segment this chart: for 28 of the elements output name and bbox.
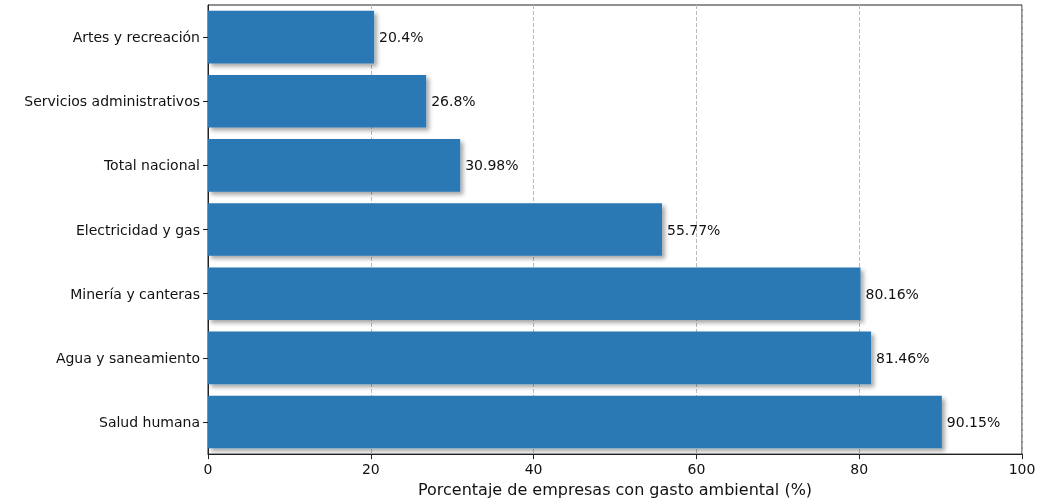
y-tick-label: Electricidad y gas xyxy=(75,221,200,238)
x-tick-label: 60 xyxy=(687,461,706,478)
x-tick-label: 20 xyxy=(361,461,380,478)
x-tick-label: 0 xyxy=(203,461,213,478)
data-label: 81.46% xyxy=(876,349,930,366)
bar xyxy=(208,203,662,256)
y-tick-label: Minería y canteras xyxy=(70,285,200,302)
y-tick-label: Artes y recreación xyxy=(72,29,200,46)
data-label: 30.98% xyxy=(465,157,519,174)
bar xyxy=(208,331,872,385)
bar xyxy=(208,74,427,128)
data-label: 90.15% xyxy=(946,414,1001,431)
data-label: 20.4% xyxy=(379,29,424,46)
y-tick-label: Servicios administrativos xyxy=(24,93,200,110)
data-label: 26.8% xyxy=(431,93,476,110)
x-tick-label: 100 xyxy=(1008,461,1036,478)
y-tick-label: Total nacional xyxy=(102,157,200,174)
bar xyxy=(208,267,861,321)
data-label: 55.77% xyxy=(666,221,721,238)
bar xyxy=(208,10,375,64)
y-tick-label: Salud humana xyxy=(99,414,200,431)
x-tick-label: 40 xyxy=(524,461,543,478)
x-tick-label: 80 xyxy=(850,461,869,478)
bar xyxy=(208,395,942,449)
data-label: 80.16% xyxy=(865,285,919,302)
bar xyxy=(208,139,461,192)
y-tick-label: Agua y saneamiento xyxy=(55,349,200,366)
x-axis-title: Porcentaje de empresas con gasto ambiental (%) xyxy=(417,479,813,499)
